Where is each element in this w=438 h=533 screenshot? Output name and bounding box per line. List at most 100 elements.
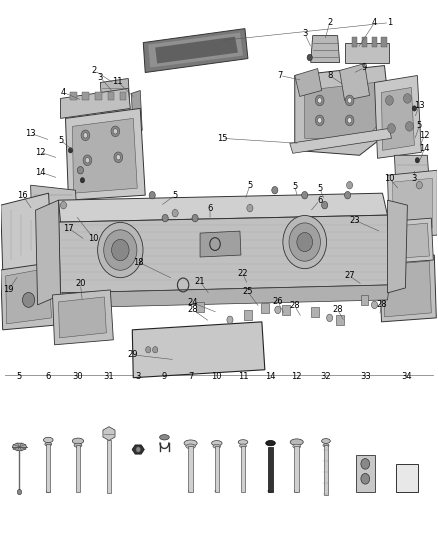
Polygon shape	[379, 255, 436, 322]
Polygon shape	[131, 91, 142, 132]
Text: 10: 10	[384, 174, 395, 183]
Text: 28: 28	[290, 301, 300, 310]
Polygon shape	[103, 426, 115, 440]
Polygon shape	[385, 223, 429, 259]
Bar	[120, 92, 127, 100]
Bar	[261, 303, 269, 313]
Polygon shape	[63, 285, 389, 308]
Polygon shape	[392, 178, 432, 231]
Bar	[108, 92, 114, 100]
Text: 3: 3	[135, 373, 141, 382]
Circle shape	[145, 346, 151, 353]
Polygon shape	[1, 193, 53, 270]
Polygon shape	[60, 88, 130, 118]
Ellipse shape	[43, 437, 53, 442]
Ellipse shape	[238, 440, 248, 445]
Bar	[360, 295, 368, 305]
Circle shape	[388, 124, 396, 133]
Ellipse shape	[215, 490, 219, 492]
Polygon shape	[295, 69, 321, 96]
Ellipse shape	[72, 438, 84, 444]
Ellipse shape	[212, 441, 222, 446]
Ellipse shape	[240, 444, 247, 448]
Ellipse shape	[266, 440, 276, 446]
Circle shape	[83, 133, 88, 138]
Circle shape	[272, 187, 278, 194]
Polygon shape	[100, 78, 130, 118]
Text: 1: 1	[387, 18, 392, 27]
Bar	[241, 446, 245, 492]
Ellipse shape	[186, 444, 195, 449]
Ellipse shape	[293, 444, 300, 448]
Bar	[188, 446, 193, 491]
Circle shape	[227, 316, 233, 324]
Circle shape	[318, 118, 322, 123]
Circle shape	[152, 346, 158, 353]
Text: 26: 26	[272, 297, 283, 306]
Polygon shape	[155, 37, 238, 63]
Polygon shape	[59, 297, 106, 338]
Polygon shape	[374, 76, 421, 158]
Text: 24: 24	[188, 298, 198, 308]
Text: 3: 3	[412, 174, 417, 183]
Text: 13: 13	[25, 129, 36, 138]
Circle shape	[327, 314, 333, 321]
Bar	[356, 455, 375, 491]
Bar	[76, 445, 80, 491]
Ellipse shape	[159, 434, 169, 440]
Bar	[107, 440, 111, 492]
Circle shape	[68, 148, 73, 153]
Text: 28: 28	[376, 301, 387, 309]
Circle shape	[22, 293, 35, 308]
Text: 25: 25	[243, 287, 253, 296]
Polygon shape	[132, 322, 265, 378]
Polygon shape	[66, 108, 145, 200]
Circle shape	[412, 106, 417, 111]
Circle shape	[307, 54, 312, 61]
Text: 27: 27	[344, 271, 355, 280]
Text: 11: 11	[112, 77, 123, 86]
Text: 15: 15	[217, 134, 227, 143]
Text: 34: 34	[402, 373, 412, 382]
Text: 2: 2	[92, 66, 97, 75]
Text: 14: 14	[35, 168, 46, 177]
Text: 2: 2	[327, 18, 332, 27]
Ellipse shape	[321, 439, 330, 443]
Circle shape	[403, 94, 411, 103]
Ellipse shape	[12, 443, 26, 450]
Text: 9: 9	[162, 373, 167, 382]
Polygon shape	[381, 218, 433, 264]
Text: 7: 7	[277, 71, 283, 80]
Polygon shape	[143, 29, 248, 72]
Bar	[282, 305, 290, 314]
Polygon shape	[138, 330, 259, 371]
Circle shape	[275, 306, 281, 313]
Circle shape	[315, 115, 324, 126]
Circle shape	[136, 447, 141, 452]
Circle shape	[345, 95, 354, 106]
Bar	[336, 315, 343, 325]
Text: 9: 9	[362, 63, 367, 72]
Ellipse shape	[45, 442, 52, 446]
Text: 4: 4	[372, 18, 377, 27]
Circle shape	[114, 152, 123, 163]
Text: 14: 14	[265, 373, 276, 382]
Polygon shape	[35, 200, 60, 305]
Bar	[268, 447, 273, 491]
Polygon shape	[59, 215, 389, 293]
Circle shape	[116, 155, 120, 160]
Text: 5: 5	[17, 373, 22, 382]
Circle shape	[192, 214, 198, 222]
Bar	[381, 37, 387, 46]
Bar	[311, 307, 318, 317]
Ellipse shape	[294, 490, 299, 492]
Polygon shape	[59, 193, 388, 222]
Text: 11: 11	[238, 373, 248, 382]
Circle shape	[60, 201, 67, 209]
Circle shape	[111, 126, 120, 136]
Circle shape	[283, 215, 327, 269]
Text: 19: 19	[4, 286, 14, 294]
Bar	[82, 92, 88, 100]
Bar	[371, 37, 377, 46]
Text: 5: 5	[317, 184, 322, 193]
